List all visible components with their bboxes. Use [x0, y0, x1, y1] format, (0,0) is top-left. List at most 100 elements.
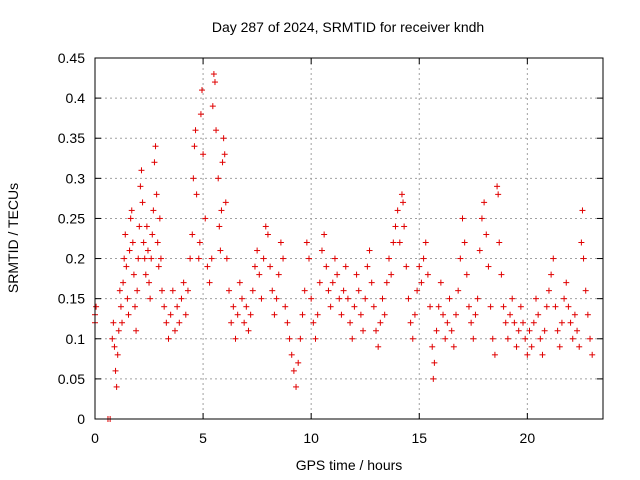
- data-point: [584, 311, 591, 318]
- data-point: [219, 159, 226, 166]
- data-point: [569, 335, 576, 342]
- data-point: [290, 367, 297, 374]
- data-point: [459, 215, 466, 222]
- data-point: [446, 295, 453, 302]
- data-point: [251, 263, 258, 270]
- data-point: [218, 207, 225, 214]
- data-point: [193, 191, 200, 198]
- data-point: [355, 287, 362, 294]
- data-point: [582, 287, 589, 294]
- data-point: [226, 287, 233, 294]
- data-point: [502, 319, 509, 326]
- data-point: [344, 295, 351, 302]
- data-point: [370, 303, 377, 310]
- data-point: [589, 351, 596, 358]
- data-point: [222, 199, 229, 206]
- data-point: [156, 215, 163, 222]
- data-point: [422, 239, 429, 246]
- data-point: [398, 191, 405, 198]
- data-point: [208, 255, 215, 262]
- data-points: [92, 71, 596, 422]
- data-point: [197, 111, 204, 118]
- data-point: [407, 319, 414, 326]
- data-point: [228, 319, 235, 326]
- data-point: [247, 311, 254, 318]
- data-point: [152, 143, 159, 150]
- data-point: [565, 303, 572, 310]
- data-point: [537, 335, 544, 342]
- data-point: [169, 287, 176, 294]
- data-point: [563, 279, 570, 286]
- data-point: [306, 255, 313, 262]
- data-point: [440, 311, 447, 318]
- data-point: [209, 103, 216, 110]
- data-point: [131, 303, 138, 310]
- data-point: [123, 263, 130, 270]
- data-point: [113, 383, 120, 390]
- data-point: [122, 231, 129, 238]
- data-point: [334, 271, 341, 278]
- data-point: [571, 311, 578, 318]
- data-point: [550, 255, 557, 262]
- data-point: [405, 295, 412, 302]
- data-point: [199, 87, 206, 94]
- data-point: [236, 279, 243, 286]
- data-point: [496, 239, 503, 246]
- data-point: [366, 247, 373, 254]
- data-point: [578, 239, 585, 246]
- data-point: [329, 279, 336, 286]
- y-tick-label: 0.1: [66, 331, 86, 347]
- data-point: [336, 295, 343, 302]
- data-point: [524, 351, 531, 358]
- data-point: [325, 287, 332, 294]
- data-point: [111, 343, 118, 350]
- data-point: [470, 335, 477, 342]
- data-point: [275, 271, 282, 278]
- data-point: [284, 319, 291, 326]
- data-point: [347, 319, 354, 326]
- data-point: [381, 311, 388, 318]
- data-point: [427, 303, 434, 310]
- data-point: [327, 303, 334, 310]
- data-point: [507, 311, 514, 318]
- data-point: [155, 263, 162, 270]
- data-point: [137, 183, 144, 190]
- data-point: [541, 327, 548, 334]
- plot-frame: [94, 57, 604, 420]
- data-point: [133, 327, 140, 334]
- data-point: [373, 327, 380, 334]
- data-point: [234, 311, 241, 318]
- data-point: [190, 175, 197, 182]
- data-point: [196, 239, 203, 246]
- data-point: [362, 295, 369, 302]
- chart-title: Day 287 of 2024, SRMTID for receiver knd…: [212, 19, 484, 35]
- data-point: [146, 279, 153, 286]
- grid-lines: [95, 58, 603, 419]
- data-point: [314, 311, 321, 318]
- data-point: [558, 319, 565, 326]
- data-point: [498, 271, 505, 278]
- data-point: [143, 223, 150, 230]
- data-point: [500, 303, 507, 310]
- data-point: [301, 287, 308, 294]
- data-point: [308, 295, 315, 302]
- data-point: [206, 279, 213, 286]
- data-point: [548, 271, 555, 278]
- data-point: [161, 303, 168, 310]
- data-point: [323, 263, 330, 270]
- data-point: [150, 207, 157, 214]
- data-point: [148, 255, 155, 262]
- data-point: [127, 215, 134, 222]
- data-point: [210, 71, 217, 78]
- data-point: [433, 327, 440, 334]
- data-point: [429, 343, 436, 350]
- data-point: [556, 343, 563, 350]
- data-point: [444, 319, 451, 326]
- data-point: [117, 303, 124, 310]
- data-point: [481, 199, 488, 206]
- data-point: [318, 247, 325, 254]
- data-point: [159, 287, 166, 294]
- data-point: [461, 239, 468, 246]
- data-point: [392, 223, 399, 230]
